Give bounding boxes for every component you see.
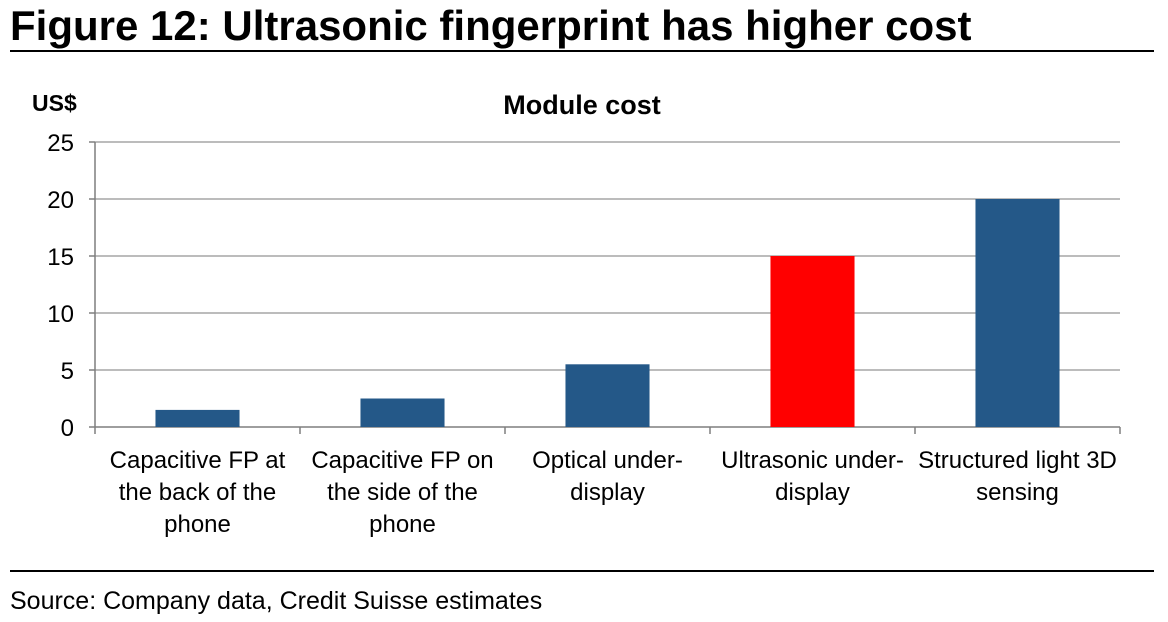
footer-rule	[10, 570, 1154, 572]
x-tick-label: Structured light 3D sensing	[918, 447, 1117, 506]
bar-5	[975, 199, 1060, 427]
y-tick-label: 25	[47, 130, 74, 157]
bar-chart: Module cost US$ 0 5 10 15 20 25 Capacitive FP…	[32, 90, 1121, 538]
bars	[155, 199, 1060, 427]
y-axis-unit-label: US$	[32, 90, 77, 116]
title-rule	[10, 50, 1154, 52]
bar-4	[770, 256, 855, 427]
figure-title: Figure 12: Ultrasonic fingerprint has hi…	[10, 2, 972, 49]
y-tick-label: 10	[47, 301, 74, 328]
y-tick-label: 5	[61, 358, 74, 385]
x-tick-label: Ultrasonic under-display	[721, 447, 904, 506]
x-tick-label: Capacitive FP on the side of the phone	[311, 447, 493, 538]
x-tick-label: Capacitive FP at the back of the phone	[110, 447, 286, 538]
bar-1	[155, 409, 240, 427]
y-tick-label: 15	[47, 244, 74, 271]
source-note: Source: Company data, Credit Suisse esti…	[10, 587, 543, 615]
bar-2	[360, 398, 445, 427]
chart-title: Module cost	[503, 90, 661, 120]
gridlines	[95, 141, 1120, 371]
x-tick-labels: Capacitive FP at the back of the phone Capa…	[110, 447, 1117, 538]
y-tick-label: 20	[47, 187, 74, 214]
y-tick-label: 0	[61, 415, 74, 442]
bar-3	[565, 364, 650, 427]
y-tick-labels: 0 5 10 15 20 25	[47, 130, 74, 442]
x-tick-label: Optical under-display	[532, 447, 683, 506]
